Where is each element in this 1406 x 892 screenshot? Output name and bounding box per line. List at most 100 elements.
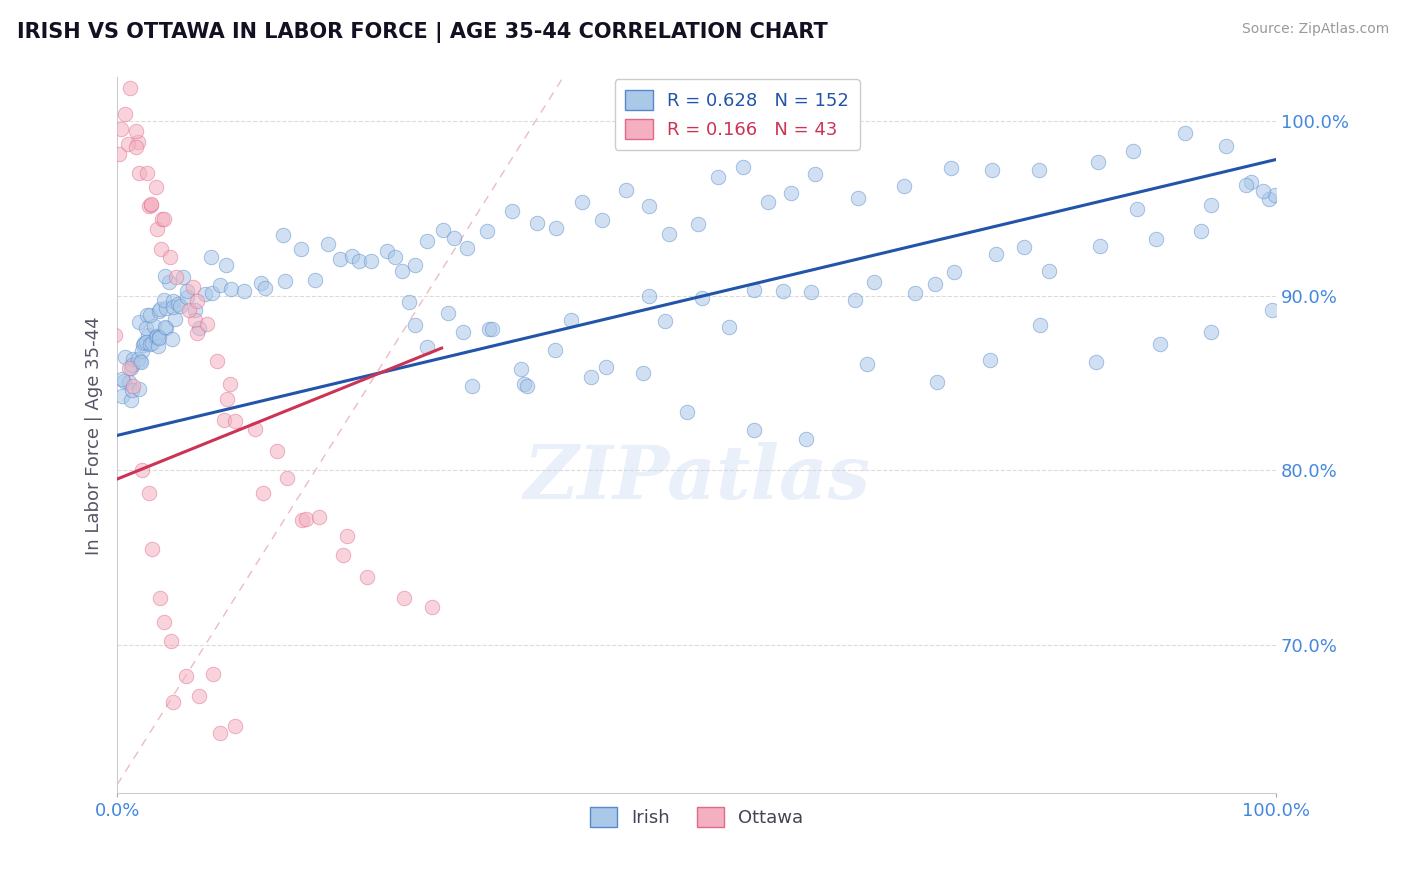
Point	[149, 591, 172, 606]
Point	[135, 308, 157, 322]
Point	[122, 379, 145, 393]
Point	[187, 321, 209, 335]
Point	[384, 250, 406, 264]
Point	[516, 378, 538, 392]
Point	[195, 317, 218, 331]
Point	[165, 270, 187, 285]
Point	[148, 331, 170, 345]
Point	[1199, 198, 1222, 212]
Point	[125, 124, 148, 138]
Point	[571, 194, 593, 209]
Point	[1234, 178, 1257, 192]
Point	[146, 339, 169, 353]
Point	[560, 313, 582, 327]
Point	[295, 511, 318, 525]
Point	[155, 320, 177, 334]
Point	[112, 375, 135, 389]
Point	[141, 541, 163, 556]
Point	[104, 328, 127, 343]
Point	[1264, 188, 1286, 202]
Point	[799, 285, 821, 299]
Point	[349, 254, 371, 268]
Point	[291, 513, 314, 527]
Point	[1257, 192, 1279, 206]
Point	[141, 336, 163, 351]
Point	[142, 318, 165, 333]
Point	[155, 301, 177, 316]
Point	[688, 217, 710, 231]
Point	[148, 304, 170, 318]
Point	[159, 250, 181, 264]
Point	[404, 318, 426, 333]
Point	[637, 289, 659, 303]
Point	[544, 343, 567, 357]
Point	[986, 247, 1008, 261]
Point	[404, 258, 426, 272]
Point	[526, 216, 548, 230]
Point	[245, 422, 267, 436]
Point	[219, 377, 242, 392]
Point	[121, 383, 143, 397]
Point	[150, 212, 173, 227]
Point	[1126, 202, 1149, 216]
Point	[121, 358, 143, 372]
Point	[420, 599, 443, 614]
Point	[212, 413, 235, 427]
Point	[794, 432, 817, 446]
Point	[108, 147, 131, 161]
Point	[162, 300, 184, 314]
Point	[145, 329, 167, 343]
Point	[274, 274, 297, 288]
Point	[1144, 232, 1167, 246]
Point	[981, 163, 1004, 178]
Point	[392, 591, 415, 605]
Point	[200, 250, 222, 264]
Point	[186, 326, 208, 340]
Point	[145, 329, 167, 343]
Point	[1240, 175, 1263, 189]
Point	[1028, 163, 1050, 178]
Point	[1174, 126, 1197, 140]
Point	[184, 303, 207, 318]
Y-axis label: In Labor Force | Age 35-44: In Labor Force | Age 35-44	[86, 316, 103, 555]
Point	[779, 186, 801, 200]
Point	[690, 292, 713, 306]
Point	[676, 405, 699, 419]
Point	[742, 283, 765, 297]
Point	[416, 340, 439, 354]
Point	[138, 486, 160, 500]
Point	[205, 354, 228, 368]
Point	[111, 389, 134, 403]
Point	[153, 211, 176, 226]
Point	[638, 199, 661, 213]
Point	[110, 121, 132, 136]
Point	[127, 135, 149, 149]
Text: Source: ZipAtlas.com: Source: ZipAtlas.com	[1241, 22, 1389, 37]
Point	[375, 244, 398, 258]
Point	[460, 379, 482, 393]
Point	[391, 264, 413, 278]
Point	[136, 328, 159, 343]
Point	[224, 414, 246, 428]
Point	[201, 667, 224, 681]
Point	[1085, 355, 1108, 369]
Legend: Irish, Ottawa: Irish, Ottawa	[582, 800, 811, 834]
Point	[658, 227, 681, 242]
Point	[120, 361, 142, 376]
Point	[848, 191, 870, 205]
Point	[614, 183, 637, 197]
Point	[304, 273, 326, 287]
Point	[290, 242, 312, 256]
Point	[904, 286, 927, 301]
Point	[398, 295, 420, 310]
Point	[167, 297, 190, 311]
Point	[145, 221, 167, 235]
Point	[148, 330, 170, 344]
Point	[581, 370, 603, 384]
Point	[453, 325, 475, 339]
Point	[149, 242, 172, 256]
Point	[153, 615, 176, 629]
Point	[176, 284, 198, 298]
Point	[654, 314, 676, 328]
Point	[120, 392, 142, 407]
